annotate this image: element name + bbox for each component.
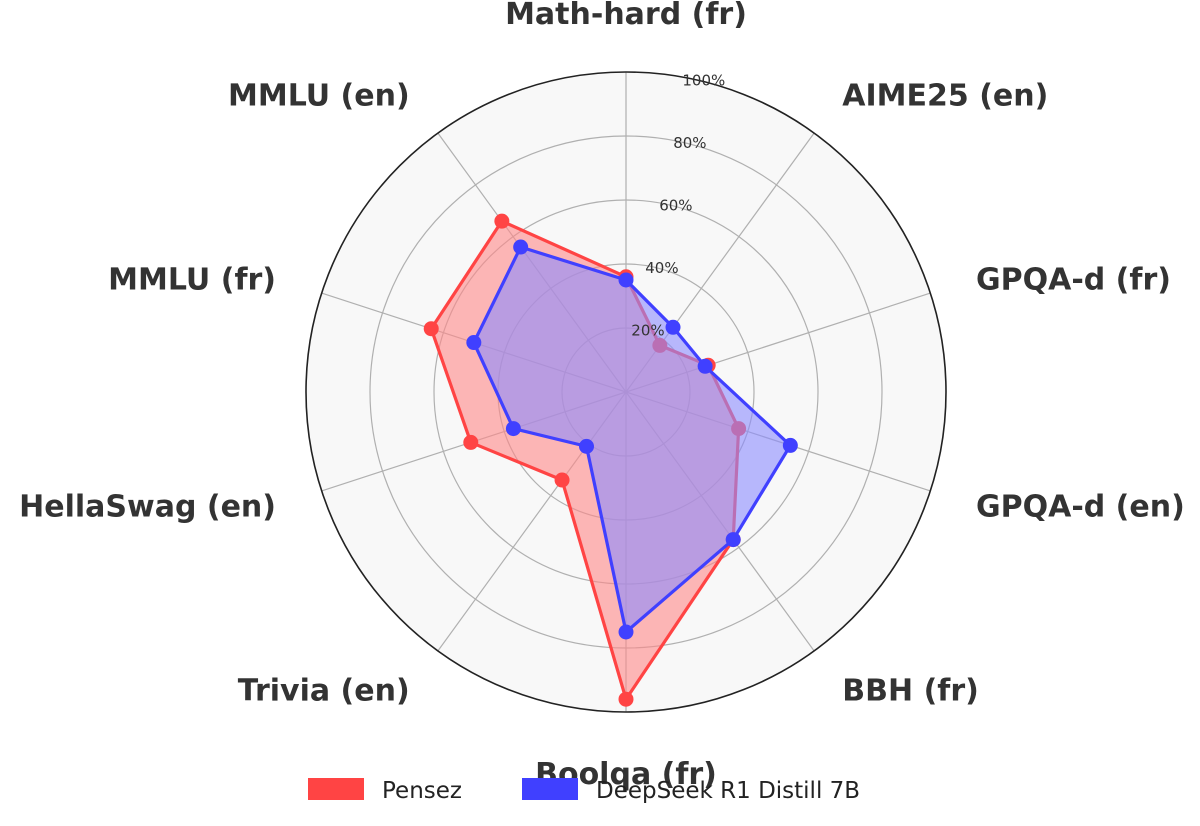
data-point [618,624,634,640]
axis-label: HellaSwag (en) [19,490,276,525]
data-point [579,438,595,454]
legend-label: Pensez [382,778,462,804]
polar-frame [305,71,947,713]
data-point [554,472,570,488]
radial-tick-label: 20% [631,322,664,340]
legend-swatch [522,778,578,800]
data-point [697,358,713,374]
radial-tick-labels: 20% 40% 60% 80% 100% [631,72,725,340]
legend-item: DeepSeek R1 Distill 7B [522,778,860,804]
legend: Pensez DeepSeek R1 Distill 7B [308,778,860,804]
radial-tick-label: 60% [659,197,692,215]
legend-item: Pensez [308,778,462,804]
radial-tick-label: 80% [673,134,706,152]
legend-swatch [308,778,364,800]
axis-label: Trivia (en) [238,674,410,709]
series-1 [466,239,798,640]
axis-labels: Math-hard (fr) AIME25 (en) GPQA-d (fr) GPQA… [19,0,1185,792]
series-area [473,247,791,632]
data-point [665,319,681,335]
series-layer [423,213,798,707]
legend-label: DeepSeek R1 Distill 7B [596,778,860,804]
data-point [463,434,479,450]
data-point [782,437,798,453]
radial-tick-label: 40% [645,259,678,277]
axis-label: AIME25 (en) [842,78,1048,113]
data-point [725,532,741,548]
axis-label: MMLU (en) [228,78,410,113]
axis-label: GPQA-d (en) [976,490,1185,525]
axis-label: MMLU (fr) [108,262,276,297]
data-point [618,691,634,707]
data-point [423,321,439,337]
axis-label: GPQA-d (fr) [976,262,1171,297]
data-point [466,335,482,351]
data-point [494,213,510,229]
axis-label: BBH (fr) [842,674,979,709]
data-point [513,239,529,255]
data-point [618,272,634,288]
radial-tick-label: 100% [682,72,725,90]
data-point [505,421,521,437]
axis-label: Math-hard (fr) [505,0,747,32]
